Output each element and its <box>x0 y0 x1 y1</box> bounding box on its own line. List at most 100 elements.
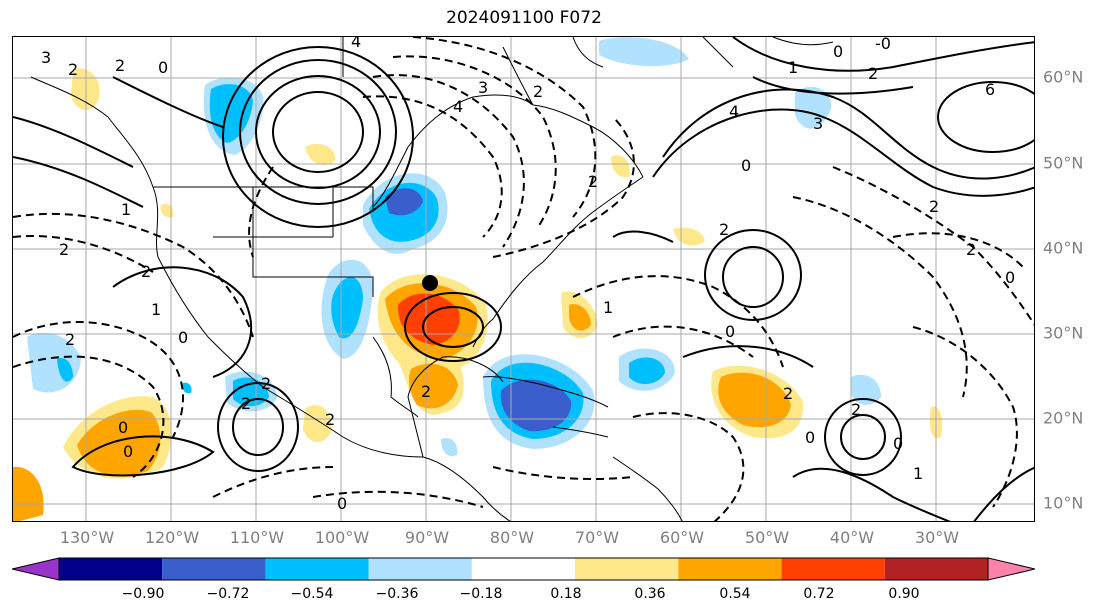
contours-solid <box>13 37 1034 521</box>
contour-label: 2 <box>261 374 271 393</box>
coastlines <box>30 37 834 521</box>
colorbar-segment <box>162 558 266 580</box>
contour-label: 2 <box>421 382 431 401</box>
contour-label: 1 <box>913 464 923 483</box>
contour-label: 0 <box>741 156 751 175</box>
colorbar-arrow-high <box>987 557 1035 581</box>
colorbar-tick: 0.72 <box>803 586 835 602</box>
contour-label: 2 <box>68 60 78 79</box>
colorbar-segment <box>678 558 782 580</box>
contour-label: 2 <box>868 64 878 83</box>
contour-label: 3 <box>813 114 823 133</box>
colorbar-tick: 0.36 <box>634 586 666 602</box>
lon-label-50w: 50°W <box>744 528 790 547</box>
colorbar-segment <box>471 558 576 580</box>
contour-label: 0 <box>178 328 188 347</box>
contours-dashed <box>13 37 1034 521</box>
lon-label-60w: 60°W <box>659 528 705 547</box>
positive-anomaly-gulf-south <box>409 363 458 409</box>
lon-label-130w: 130°W <box>59 528 115 547</box>
contour-label: 2 <box>325 410 335 429</box>
colorbar-segment <box>781 558 885 580</box>
negative-anomaly-north-east <box>795 86 832 129</box>
negative-anomaly-plains-inner <box>331 277 363 339</box>
contour-label: 0 <box>725 322 735 341</box>
contour-label: 1 <box>603 298 613 317</box>
contour-label: 2 <box>588 172 598 191</box>
contour-label: 3 <box>478 78 488 97</box>
lat-label-50n: 50°N <box>1043 153 1084 173</box>
colorbar-segment <box>265 558 369 580</box>
positive-anomaly-mexico <box>303 405 332 443</box>
colorbar-tick: −0.36 <box>375 586 419 602</box>
lat-label-10n: 10°N <box>1043 493 1084 513</box>
negative-anomaly-small-pacific <box>182 382 192 394</box>
colorbar-tick: −0.72 <box>206 586 250 602</box>
contour-label: 4 <box>729 102 739 121</box>
positive-anomaly-alaska <box>71 68 100 111</box>
colorbar-tick: 0.54 <box>719 586 751 602</box>
contour-label: 1 <box>788 58 798 77</box>
map-title: 2024091100 F072 <box>446 8 602 28</box>
contour-label: 2 <box>65 330 75 349</box>
contour-label: 0 <box>893 434 903 453</box>
contour-labels: 3 2 2 0 4 3 2 4 0 -0 2 1 6 4 3 0 2 1 2 2… <box>41 37 1015 513</box>
positive-anomaly-atlantic-2-inner <box>718 372 791 428</box>
colorbar-tick: 0.90 <box>888 586 920 602</box>
negative-anomaly-great-lakes-core <box>385 188 423 216</box>
lon-label-40w: 40°W <box>829 528 875 547</box>
negative-anomaly-pacific-west-inner <box>57 357 73 382</box>
contour-label: 0 <box>337 494 347 513</box>
contour-label: 0 <box>158 58 168 77</box>
contour-label: 2 <box>115 56 125 75</box>
colorbar-tick: −0.90 <box>121 586 165 602</box>
contour-label: 6 <box>985 80 995 99</box>
colorbar-segment <box>575 558 679 580</box>
contour-label: 2 <box>851 400 861 419</box>
positive-anomaly-small-3 <box>611 155 630 178</box>
contour-label: 0 <box>805 428 815 447</box>
contour-label: 1 <box>151 300 161 319</box>
positive-anomaly-small-1 <box>673 227 705 246</box>
colorbar-tick: −0.18 <box>459 586 503 602</box>
contour-label: 2 <box>141 262 151 281</box>
lon-label-70w: 70°W <box>574 528 620 547</box>
positive-anomaly-small-4 <box>160 203 174 218</box>
contour-label: 2 <box>719 220 729 239</box>
colorbar <box>12 557 1035 581</box>
colorbar-arrow-low <box>12 557 60 581</box>
colorbar-segment <box>368 558 472 580</box>
contour-label: 2 <box>59 240 69 259</box>
contour-label: 2 <box>966 240 976 259</box>
lat-label-40n: 40°N <box>1043 238 1084 258</box>
contour-label: 2 <box>241 394 251 413</box>
colorbar-segment <box>59 558 163 580</box>
contour-label: 3 <box>41 48 51 67</box>
negative-anomaly-atlantic-east <box>851 374 881 405</box>
negative-anomaly-caribbean-core <box>500 379 572 432</box>
contour-label: -0 <box>875 37 891 53</box>
contour-label: 0 <box>118 418 128 437</box>
contour-label: 2 <box>783 384 793 403</box>
contour-label: 0 <box>833 42 843 61</box>
colorbar-segment <box>884 558 988 580</box>
lon-label-30w: 30°W <box>914 528 960 547</box>
colorbar-tick: −0.54 <box>290 586 334 602</box>
positive-anomaly-canada <box>305 143 336 165</box>
colorbar-tick: 0.18 <box>550 586 582 602</box>
lon-label-120w: 120°W <box>144 528 200 547</box>
lat-label-20n: 20°N <box>1043 408 1084 428</box>
weather-map: 3 2 2 0 4 3 2 4 0 -0 2 1 6 4 3 0 2 1 2 2… <box>12 36 1035 522</box>
lat-label-60n: 60°N <box>1043 67 1084 87</box>
lon-label-100w: 100°W <box>314 528 370 547</box>
lat-label-30n: 30°N <box>1043 323 1084 343</box>
positive-anomaly-pacific-sw <box>13 466 44 521</box>
contour-label: 2 <box>533 82 543 101</box>
map-canvas: 3 2 2 0 4 3 2 4 0 -0 2 1 6 4 3 0 2 1 2 2… <box>13 37 1034 521</box>
contour-label: 4 <box>453 97 463 116</box>
contour-label: 0 <box>1005 268 1015 287</box>
contour-label: 4 <box>351 37 361 51</box>
shading-layer <box>13 37 943 521</box>
contour-label: 0 <box>123 442 133 461</box>
lon-label-80w: 80°W <box>489 528 535 547</box>
